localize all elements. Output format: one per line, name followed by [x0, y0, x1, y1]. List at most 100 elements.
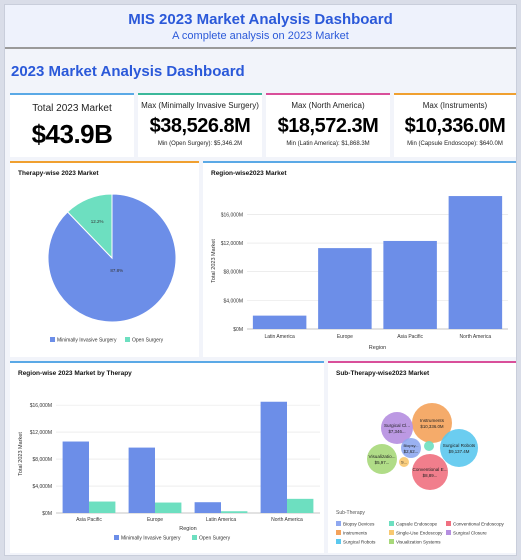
legend-swatch — [336, 539, 341, 544]
region-bar-panel: Region-wise2023 Market $0M $4,000M $8,000M… — [203, 161, 516, 357]
page-header: MIS 2023 Market Analysis Dashboard A com… — [5, 5, 516, 49]
x-axis-title: Region — [369, 345, 386, 351]
bubble-label: Surgical Cl... — [384, 423, 410, 428]
legend-swatch — [446, 530, 451, 535]
x-axis-title: Region — [179, 526, 196, 532]
y-tick-label: $12,000M — [221, 241, 243, 247]
bar — [260, 401, 287, 513]
legend-label: Open Surgery — [199, 536, 231, 542]
kpi-max-subtherapy: Max (Instruments) $10,336.0M Min (Capsul… — [394, 93, 516, 157]
legend-label: Instruments — [343, 531, 368, 536]
kpi-sub: Min (Open Surgery): $5,346.2M — [157, 141, 243, 147]
bar — [383, 240, 437, 329]
kpi-value: $38,526.8M — [149, 115, 251, 137]
bar — [194, 502, 221, 513]
x-tick-label: Latin America — [264, 334, 295, 340]
bubble — [440, 429, 478, 467]
therapy-pie-panel: Therapy-wise 2023 Market 87.8% 12.2% Minim… — [10, 161, 199, 357]
x-tick-label: Asia Pacific — [76, 517, 102, 523]
y-axis-title: Total 2023 Market — [18, 432, 24, 476]
legend-label: Surgical Closure — [453, 531, 487, 536]
bubble-value-label: $8,89... — [423, 473, 438, 478]
bubble-label: Instruments — [420, 418, 445, 423]
pie-slice — [66, 193, 113, 260]
y-tick-label: $8,000M — [33, 457, 52, 463]
kpi-total-market: Total 2023 Market $43.9B — [10, 93, 134, 157]
bubble — [424, 441, 434, 451]
legend-swatch — [389, 530, 394, 535]
panel-title: Therapy-wise 2023 Market — [18, 170, 99, 177]
y-tick-label: $16,000M — [30, 403, 52, 409]
bar — [89, 501, 116, 513]
y-tick-label: $0M — [233, 327, 243, 333]
bar — [252, 315, 307, 329]
bubble-label: Biopsy... — [403, 443, 418, 448]
y-tick-label: $8,000M — [224, 270, 243, 276]
bubble-label: S... — [401, 460, 407, 465]
kpi-sub: Min (Latin America): $1,868.3M — [286, 141, 370, 147]
legend-label: Capsule Endoscope — [396, 522, 438, 527]
y-tick-label: $12,000M — [30, 430, 52, 436]
kpi-value: $43.9B — [31, 119, 113, 149]
y-tick-label: $4,000M — [224, 298, 243, 304]
bubble-value-label: $2,62... — [404, 449, 419, 454]
bubble-label: Conventional E... — [413, 467, 448, 472]
bar — [448, 196, 503, 329]
pie-slice-label: 12.2% — [91, 219, 104, 224]
y-tick-label: $0M — [42, 511, 52, 517]
kpi-sub: Min (Capsule Endoscope): $640.0M — [407, 141, 503, 147]
legend-swatch — [446, 521, 451, 526]
bubble — [412, 454, 448, 490]
page-title: MIS 2023 Market Analysis Dashboard — [128, 11, 393, 28]
legend-label: Single-Use Endoscopy — [396, 531, 443, 536]
subtherapy-bubble-panel: Sub-Therapy-wise2023 Market Instruments $… — [328, 361, 516, 553]
legend-swatch — [336, 521, 341, 526]
bubble — [367, 444, 397, 474]
legend-swatch — [114, 535, 119, 540]
legend-swatch — [192, 535, 197, 540]
legend-label: Visualization Systems — [396, 540, 441, 545]
bubble-label: Surgical Robots — [443, 443, 476, 448]
legend-swatch — [125, 337, 130, 342]
legend-label: Surgical Robots — [343, 540, 376, 545]
region-therapy-panel: Region-wise 2023 Market by Therapy $0M $4… — [10, 361, 324, 553]
kpi-label: Max (Instruments) — [422, 101, 488, 110]
kpi-value: $10,336.0M — [404, 115, 506, 137]
kpi-max-therapy: Max (Minimally Invasive Surgery) $38,526… — [138, 93, 262, 157]
region-therapy-bar-chart: $0M $4,000M $8,000M $12,000M $16,000M Asia Pa… — [18, 401, 320, 542]
panel-title: Region-wise2023 Market — [211, 170, 287, 177]
x-tick-label: Europe — [147, 517, 163, 523]
bar — [287, 498, 314, 513]
region-bar-chart: $0M $4,000M $8,000M $12,000M $16,000M Latin A… — [211, 196, 508, 351]
therapy-pie-chart: 87.8% 12.2% Minimally Invasive Surgery Open… — [47, 193, 177, 344]
x-tick-label: Europe — [337, 334, 353, 340]
kpi-label: Max (Minimally Invasive Surgery) — [141, 101, 259, 110]
y-tick-label: $4,000M — [33, 484, 52, 490]
legend-label: Open Surgery — [132, 338, 164, 344]
legend-label: Minimally Invasive Surgery — [121, 536, 181, 542]
bubble-label: Visualizatio... — [369, 454, 396, 459]
legend-swatch — [389, 521, 394, 526]
y-tick-label: $16,000M — [221, 212, 243, 218]
dashboard-title: 2023 Market Analysis Dashboard — [11, 63, 245, 80]
page-subtitle: A complete analysis on 2023 Market — [172, 30, 349, 42]
legend-title: Sub-Therapy — [336, 510, 365, 516]
bubble — [401, 438, 421, 458]
bar — [221, 511, 248, 513]
bubble — [399, 457, 409, 467]
legend-label: Conventional Endoscopy — [453, 522, 505, 527]
x-tick-label: Asia Pacific — [397, 334, 423, 340]
panel-title: Region-wise 2023 Market by Therapy — [18, 370, 132, 377]
bubble-value-label: $7,346... — [388, 429, 405, 434]
bubble — [412, 403, 452, 443]
bar — [62, 441, 89, 513]
legend-swatch — [50, 337, 55, 342]
legend-label: Minimally Invasive Surgery — [57, 338, 117, 344]
kpi-value: $18,572.3M — [277, 115, 379, 137]
bar — [128, 447, 155, 513]
x-tick-label: North America — [271, 517, 303, 523]
y-axis-title: Total 2023 Market — [211, 239, 217, 283]
legend-swatch — [336, 530, 341, 535]
bubble — [381, 412, 413, 444]
